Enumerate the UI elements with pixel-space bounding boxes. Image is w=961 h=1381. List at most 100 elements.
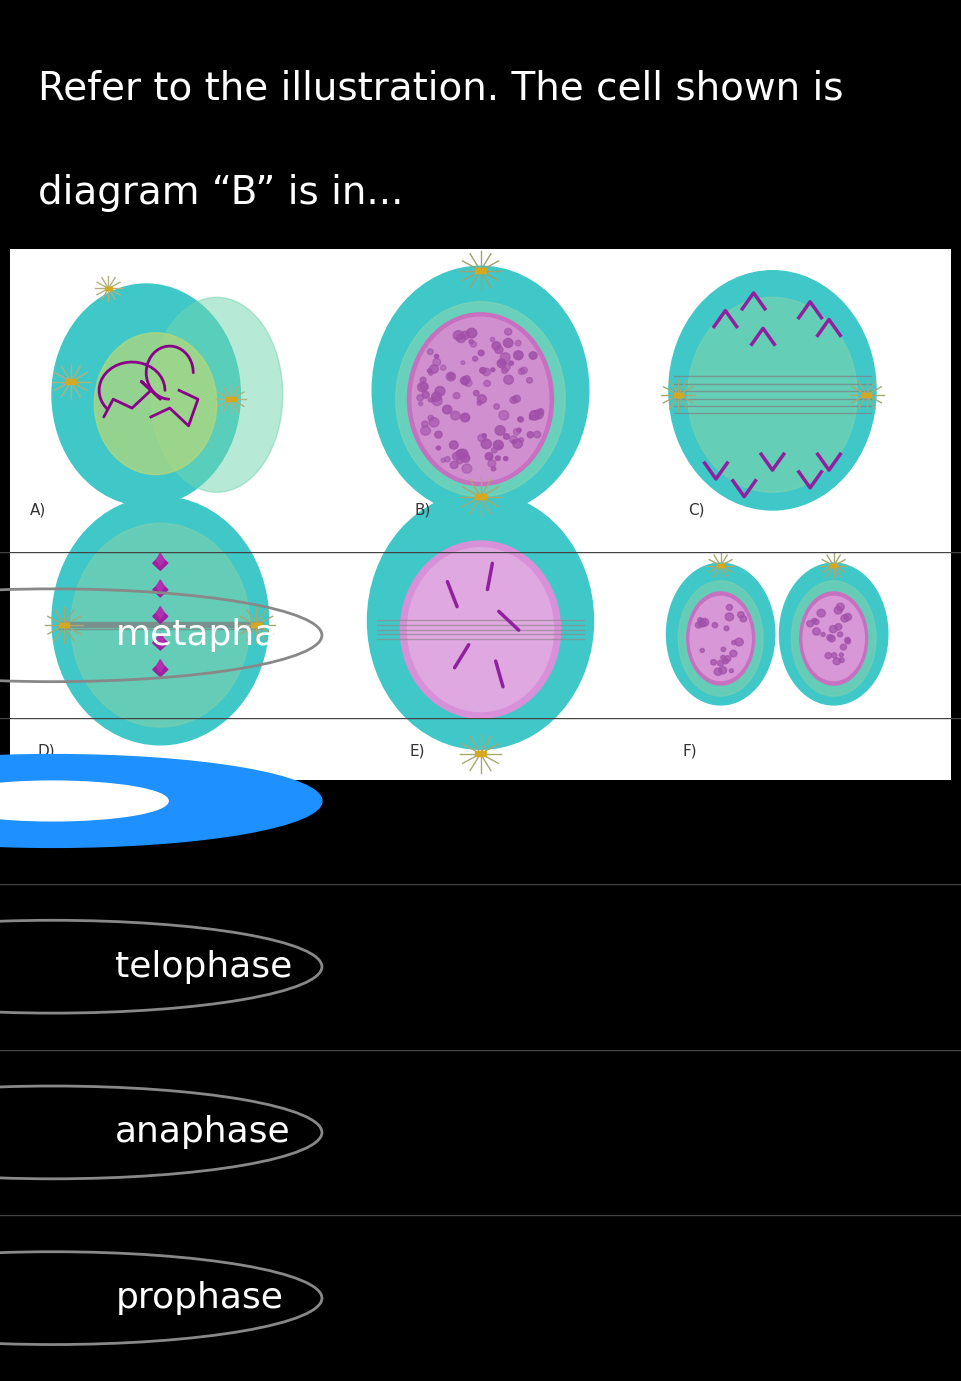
Circle shape [518, 417, 522, 421]
Circle shape [528, 432, 533, 438]
Circle shape [828, 635, 835, 642]
Circle shape [495, 425, 505, 435]
Circle shape [813, 619, 819, 624]
Circle shape [0, 782, 168, 820]
Circle shape [504, 457, 508, 461]
Ellipse shape [667, 563, 775, 704]
Text: E): E) [409, 743, 426, 758]
Circle shape [807, 620, 813, 627]
Circle shape [444, 457, 450, 461]
Circle shape [530, 352, 537, 359]
Circle shape [521, 367, 528, 374]
Ellipse shape [407, 548, 554, 711]
Circle shape [443, 405, 452, 414]
Circle shape [448, 373, 454, 378]
Ellipse shape [52, 284, 240, 505]
Circle shape [477, 400, 481, 405]
Circle shape [456, 449, 466, 458]
Circle shape [530, 416, 533, 420]
Circle shape [495, 345, 503, 354]
Circle shape [841, 615, 849, 621]
Circle shape [417, 383, 428, 392]
Circle shape [490, 337, 495, 341]
Text: F): F) [683, 743, 698, 758]
Circle shape [461, 378, 469, 385]
Circle shape [701, 649, 704, 652]
Text: metaphase: metaphase [115, 619, 317, 652]
Circle shape [512, 441, 516, 443]
Circle shape [428, 349, 433, 355]
Circle shape [835, 624, 842, 630]
Circle shape [519, 438, 524, 442]
Circle shape [467, 329, 477, 338]
Circle shape [421, 425, 431, 435]
Circle shape [510, 396, 517, 403]
Circle shape [518, 369, 525, 374]
Circle shape [740, 616, 747, 621]
Circle shape [731, 641, 736, 645]
Circle shape [434, 355, 438, 359]
Circle shape [434, 431, 442, 438]
Circle shape [492, 341, 501, 349]
Circle shape [729, 668, 733, 673]
Circle shape [812, 619, 817, 623]
Circle shape [431, 392, 441, 400]
Circle shape [719, 667, 727, 674]
Ellipse shape [800, 592, 868, 685]
Circle shape [461, 453, 469, 460]
Circle shape [485, 453, 493, 460]
Text: A): A) [31, 503, 46, 518]
Circle shape [420, 383, 429, 391]
Circle shape [505, 329, 512, 336]
Circle shape [533, 431, 541, 438]
Circle shape [727, 605, 732, 610]
Circle shape [491, 447, 497, 453]
Circle shape [431, 396, 442, 406]
Polygon shape [157, 554, 164, 566]
Ellipse shape [669, 271, 876, 510]
Circle shape [513, 428, 520, 435]
Circle shape [501, 352, 510, 362]
Circle shape [504, 376, 513, 384]
Circle shape [496, 456, 501, 460]
Circle shape [480, 367, 486, 373]
Circle shape [420, 377, 426, 383]
Polygon shape [153, 609, 168, 623]
Circle shape [735, 638, 743, 646]
Circle shape [430, 365, 438, 373]
Circle shape [493, 441, 504, 450]
Circle shape [738, 612, 744, 617]
Ellipse shape [367, 492, 594, 750]
Text: telophase: telophase [115, 950, 292, 983]
Circle shape [515, 340, 521, 345]
Circle shape [696, 621, 702, 628]
Circle shape [456, 458, 462, 464]
Circle shape [482, 369, 490, 376]
Circle shape [484, 380, 490, 387]
Circle shape [429, 417, 439, 427]
Bar [862, 392, 872, 396]
Circle shape [464, 378, 472, 387]
Circle shape [491, 367, 495, 371]
Circle shape [419, 402, 423, 406]
Ellipse shape [52, 497, 269, 744]
Circle shape [837, 632, 843, 637]
Text: B): B) [414, 503, 431, 518]
Circle shape [504, 338, 513, 348]
Circle shape [723, 659, 728, 664]
Bar [475, 751, 486, 755]
Polygon shape [157, 660, 164, 673]
Ellipse shape [412, 318, 549, 481]
Bar [226, 398, 235, 400]
Circle shape [698, 620, 706, 627]
Circle shape [460, 413, 470, 421]
Circle shape [817, 609, 825, 617]
Circle shape [478, 434, 486, 442]
Circle shape [432, 398, 436, 402]
Circle shape [845, 639, 850, 644]
Circle shape [724, 626, 729, 631]
Circle shape [833, 657, 841, 664]
Polygon shape [153, 635, 168, 650]
Circle shape [499, 359, 505, 365]
Circle shape [422, 421, 428, 427]
